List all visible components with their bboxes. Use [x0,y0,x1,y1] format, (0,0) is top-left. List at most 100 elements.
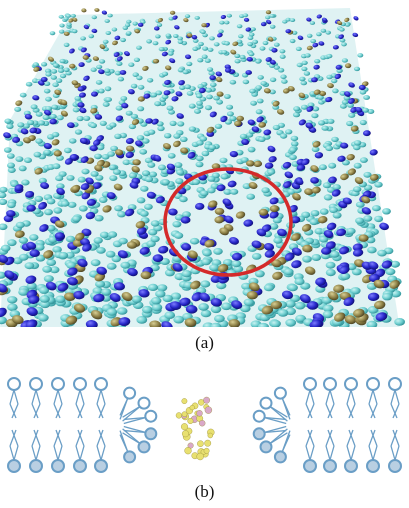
lipid-tail-bead [57,68,65,73]
lipid-tail-bead [165,33,172,38]
lipid-tail-bead [167,51,174,56]
headgroup-blue [251,240,262,249]
headgroup-blue [217,32,223,38]
lipid-tail-bead [44,208,53,216]
lipid-tail-bead [107,13,113,18]
lipid-tail-line [392,403,400,419]
lipid-tail-bead [233,265,244,273]
headgroup-olive [169,10,176,15]
lipid-tail-bead [353,66,361,72]
lipid-tail-bead [58,14,64,19]
headgroup-olive [291,233,301,242]
headgroup-blue [282,161,292,169]
lipid-headgroup [144,409,158,423]
lipid-tail-bead [339,103,347,109]
lipid-tail-line [96,389,102,405]
lipid-tail-bead [247,42,254,47]
lipid-tail-bead [300,80,308,86]
lipid-tail-bead [45,96,52,102]
lipid-tail-bead [224,119,232,125]
headgroup-olive [33,66,40,72]
lipid-tail-bead [148,171,158,178]
headgroup-blue [145,118,153,124]
lipid-tail-bead [59,58,66,64]
peptide-bead [180,423,188,431]
headgroup-blue [161,51,168,57]
lipid-tail-bead [72,107,80,113]
lipid-tail-bead [173,133,181,139]
headgroup-blue [260,22,267,27]
lipid-tail-bead [326,53,333,59]
headgroup-blue [210,298,222,307]
peptide-bead [207,432,214,439]
lipid-tail-bead [250,100,257,106]
lipid-tail-line [75,403,83,419]
lipid-tail-bead [117,76,125,82]
lipid-tail-bead [279,54,286,59]
lipid-tail-bead [270,319,281,327]
lipid-tail-bead [347,102,354,108]
lipid-tail-bead [385,268,396,276]
lipid-tail-bead [231,260,242,268]
lipid-tail-bead [200,309,212,318]
lipid-tail-bead [71,215,81,222]
headgroup-olive [311,186,321,194]
lipid-tail-bead [282,19,288,24]
headgroup-blue [369,149,378,156]
headgroup-blue [137,22,144,27]
lipid-tail-bead [346,227,356,235]
headgroup-blue [92,182,102,189]
lipid-tail-bead [7,296,18,304]
headgroup-blue [113,282,125,291]
lipid-tail-bead [7,239,17,247]
lipid-tail-bead [19,92,27,98]
headgroup-blue [265,57,272,62]
headgroup-olive [310,165,319,173]
lipid-headgroup [366,377,380,391]
headgroup-blue [306,17,312,22]
lipid-tail-bead [0,192,7,199]
headgroup-blue [229,150,239,158]
lipid-headgroup [303,377,317,391]
headgroup-blue [45,281,57,291]
lipid-tail-bead [182,69,189,75]
lipid-tail-bead [359,89,367,95]
headgroup-olive [135,220,146,229]
headgroup-blue [291,260,302,269]
headgroup-blue [25,275,37,284]
lipid-tail-line [368,403,376,419]
lipid-tail-bead [210,305,222,314]
lipid-bilayer-schematic [7,377,402,473]
headgroup-blue [331,189,341,197]
lipid-tail-line [11,429,19,447]
headgroup-blue [368,261,379,270]
headgroup-olive [265,10,272,15]
headgroup-blue [342,197,352,205]
lipid-tail-bead [147,129,156,135]
headgroup-blue [306,106,314,112]
headgroup-blue [220,115,228,123]
headgroup-blue [306,301,319,310]
lipid-tail-line [31,389,37,405]
headgroup-olive [65,315,78,325]
headgroup-blue [310,319,323,327]
lipid-tail-bead [312,106,320,112]
headgroup-blue [215,71,223,77]
lipid-tail-bead [186,91,194,96]
lipid-tail-bead [201,258,212,266]
lipid-tail-line [31,429,39,447]
lipid-headgroup [94,459,108,473]
headgroup-blue [284,171,294,179]
lipid-tail-bead [6,123,14,129]
lipid-tail-bead [116,61,123,66]
lipid-tail-bead [155,290,166,298]
headgroup-blue [367,292,380,302]
lipid-tail-bead [330,250,340,258]
headgroup-blue [78,62,85,68]
headgroup-olive [60,110,68,117]
lipid-tail-bead [213,95,220,101]
headgroup-olive [340,173,349,181]
lipid-tail-line [346,403,354,419]
headgroup-olive [344,315,357,325]
lipid-tail-bead [176,169,185,176]
